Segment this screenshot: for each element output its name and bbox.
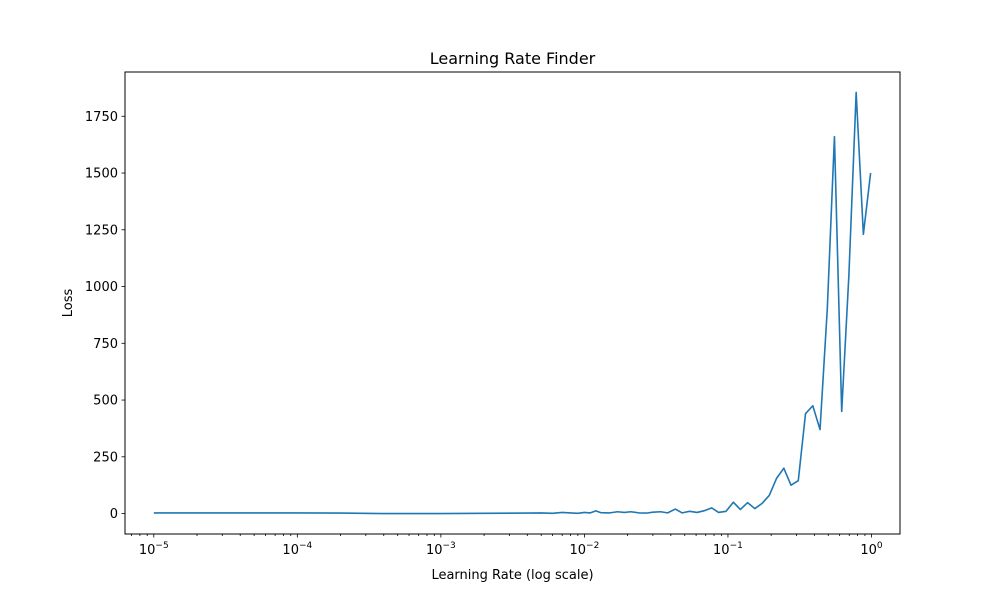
y-axis: 0 250 500 750 1000 1250 1500 1750 (85, 110, 125, 522)
y-axis-label: Loss (61, 289, 76, 318)
x-axis-label: Learning Rate (log scale) (431, 568, 593, 583)
y-tick-label: 1500 (85, 167, 118, 182)
y-tick-label: 750 (93, 337, 118, 352)
plot-area (153, 91, 872, 515)
x-tick-label: 100 (860, 541, 883, 558)
y-tick-label: 0 (110, 507, 118, 522)
plot-frame (124, 71, 901, 535)
x-tick-label: 10−3 (426, 541, 456, 558)
y-tick-label: 1750 (85, 110, 118, 125)
x-tick-label: 10−4 (282, 541, 312, 558)
y-tick-label: 1000 (85, 280, 118, 295)
x-tick-label: 10−1 (713, 541, 743, 558)
y-tick-label: 500 (93, 394, 118, 409)
y-tick-label: 250 (93, 450, 118, 465)
title-text: Learning Rate Finder (430, 49, 596, 68)
series-line (153, 91, 872, 515)
y-tick-label: 1250 (85, 223, 118, 238)
x-axis: 10−5 10−4 10−3 10−2 10−1 100 (131, 534, 883, 558)
chart-title: Learning Rate Finder (430, 49, 596, 68)
x-tick-label: 10−2 (569, 541, 599, 558)
x-tick-label: 10−5 (139, 541, 169, 558)
